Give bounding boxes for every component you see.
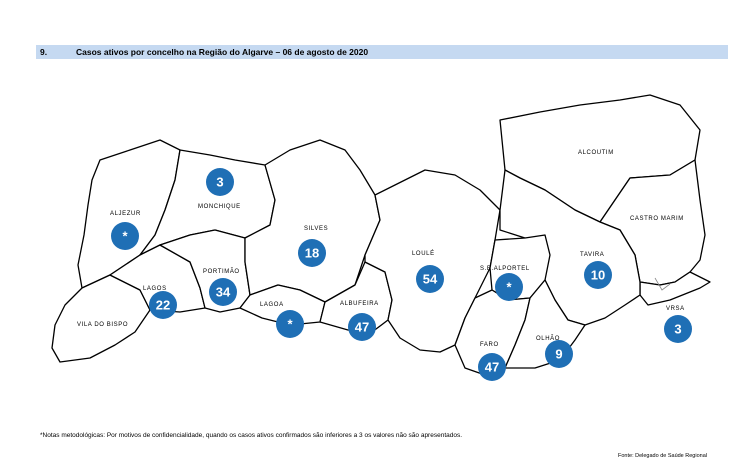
source-note: Fonte: Delegado de Saúde Regional [618, 453, 707, 459]
value-lagos: 22 [156, 298, 170, 313]
label-vila-do-bispo: VILA DO BISPO [77, 322, 128, 328]
label-sbalportel: S.B.ALPORTEL [480, 266, 530, 272]
value-sbalportel: * [506, 280, 512, 295]
label-faro: FARO [480, 342, 499, 348]
label-monchique: MONCHIQUE [198, 204, 241, 210]
footnote: *Notas metodológicas: Por motivos de con… [40, 432, 463, 439]
page-title: Casos ativos por concelho na Região do A… [76, 47, 369, 57]
value-olhao: 9 [555, 347, 562, 362]
label-lagos: LAGOS [143, 286, 167, 292]
label-portimao: PORTIMÃO [203, 268, 240, 275]
label-lagoa: LAGOA [260, 302, 284, 308]
value-silves: 18 [305, 246, 319, 261]
bubble-silves: 18 [298, 239, 326, 267]
value-tavira: 10 [591, 268, 605, 283]
bubble-vrsa: 3 [664, 315, 692, 343]
bubble-olhao: 9 [545, 340, 573, 368]
label-vrsa: VRSA [666, 306, 685, 312]
bubble-lagos: 22 [149, 291, 177, 319]
label-olhao: OLHÃO [536, 335, 560, 342]
value-vrsa: 3 [674, 322, 681, 337]
bubble-portimao: 34 [209, 278, 237, 306]
region-vrsa[interactable] [639, 271, 711, 306]
title-bar: 9. Casos ativos por concelho na Região d… [36, 45, 728, 59]
label-tavira: TAVIRA [580, 252, 604, 258]
value-aljezur: * [122, 229, 128, 244]
bubble-faro: 47 [478, 353, 506, 381]
vrsa-pointer [654, 277, 671, 291]
label-castro-marim: CASTRO MARIM [630, 216, 684, 222]
value-albufeira: 47 [355, 320, 369, 335]
label-albufeira: ALBUFEIRA [340, 301, 379, 307]
bubble-albufeira: 47 [348, 313, 376, 341]
label-loule: LOULÉ [412, 250, 435, 257]
bubble-lagoa: * [276, 310, 304, 338]
bubble-aljezur: * [111, 222, 139, 250]
bubble-tavira: 10 [584, 261, 612, 289]
value-portimao: 34 [216, 285, 231, 300]
label-silves: SILVES [304, 226, 328, 232]
section-number: 9. [40, 47, 48, 57]
value-monchique: 3 [216, 175, 223, 190]
bubble-monchique: 3 [206, 168, 234, 196]
value-loule: 54 [423, 272, 438, 287]
label-aljezur: ALJEZUR [110, 211, 141, 217]
value-faro: 47 [485, 360, 499, 375]
bubble-sbalportel: * [495, 273, 523, 301]
value-lagoa: * [287, 317, 293, 332]
bubble-loule: 54 [416, 265, 444, 293]
label-alcoutim: ALCOUTIM [578, 150, 614, 156]
